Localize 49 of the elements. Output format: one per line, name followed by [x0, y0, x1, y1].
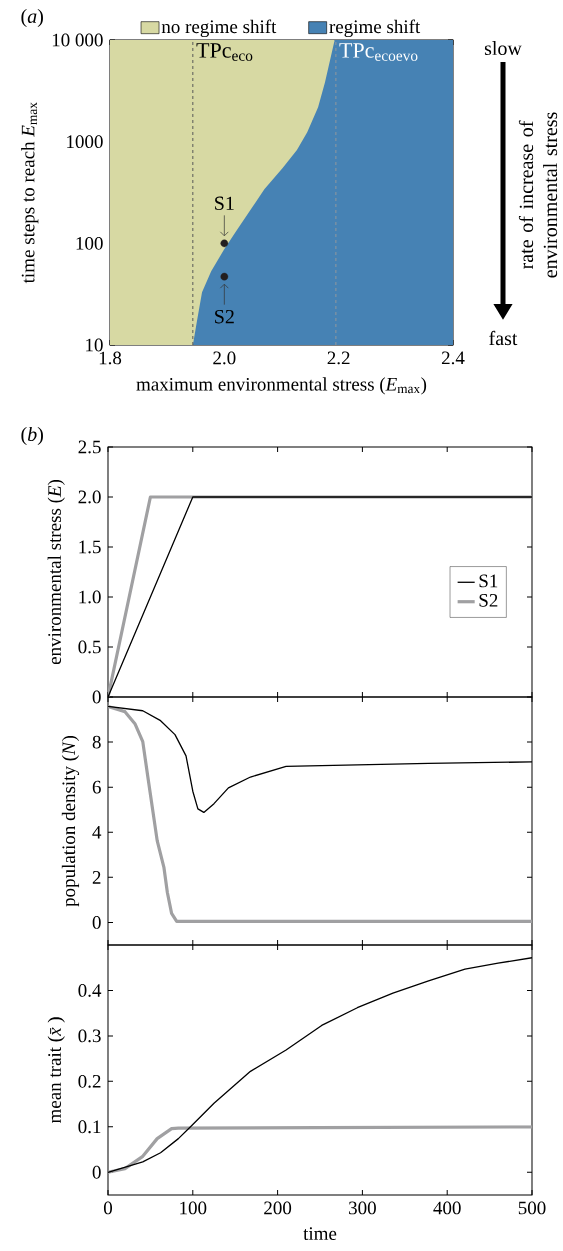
y-tick-label: 0	[92, 916, 101, 929]
x-tick-label: 500	[518, 1201, 546, 1215]
x-tick-label: 300	[348, 1201, 376, 1215]
x-tick-label: 200	[263, 1201, 291, 1215]
text: fast	[488, 330, 518, 346]
text: rate of increase of environmental stress	[518, 112, 557, 278]
y-tick-label: 1000	[66, 135, 103, 149]
y-tick-label: 0.1	[78, 1120, 101, 1134]
y-tick-label: 0.3	[78, 1029, 101, 1043]
y-axis-title: environmental stress (E)	[47, 479, 65, 665]
text: (b)	[21, 426, 43, 446]
y-tick-label: 0	[92, 1165, 101, 1179]
y-tick-label: 1.5	[79, 540, 101, 554]
y-tick-label: 100	[76, 236, 103, 250]
text: (a)	[21, 8, 43, 28]
ref-line-label: TPc$_{ecoevo}$	[339, 43, 418, 61]
x-axis-title: time	[303, 1227, 336, 1240]
y-tick-label: 0.4	[78, 984, 101, 997]
x-tick-label: 400	[433, 1201, 461, 1215]
legend-label: S2	[479, 594, 498, 607]
text: slow	[484, 40, 522, 56]
x-tick-label: 1.8	[99, 351, 121, 365]
y-tick-label: 10 000	[52, 33, 103, 47]
y-tick-label: 1.0	[79, 590, 101, 604]
x-tick-label: 2.4	[441, 351, 465, 365]
y-tick-label: 8	[92, 735, 101, 749]
series-label: regime shift	[329, 19, 420, 38]
ref-line-label: TPc$_{eco}$	[196, 43, 253, 61]
y-tick-label: 2	[92, 871, 101, 884]
y-tick-label: 4	[92, 826, 101, 839]
y-axis-title: population density (N)	[61, 735, 79, 907]
x-tick-label: 2.0	[213, 351, 236, 365]
y-tick-label: 0	[92, 690, 101, 704]
annotation: S1	[214, 196, 234, 211]
y-tick-label: 10	[85, 338, 103, 352]
x-tick-label: 100	[179, 1201, 207, 1215]
y-tick-label: 2.0	[78, 490, 101, 504]
y-axis-title: time steps to reach E$_{max}$	[20, 102, 39, 284]
legend-label: S1	[479, 574, 497, 588]
x-axis-title: maximum environmental stress (E$_{max}$)	[136, 377, 426, 395]
y-tick-label: 0.5	[78, 640, 101, 654]
x-tick-label: 2.2	[327, 351, 350, 365]
y-axis-title: mean trait (x̄)	[47, 1017, 65, 1124]
y-tick-label: 2.5	[78, 440, 101, 454]
y-tick-label: 6	[92, 780, 101, 794]
legend-label: no regime shift	[161, 19, 277, 38]
annotation: S2	[214, 309, 234, 324]
y-tick-label: 0.2	[78, 1074, 101, 1088]
x-tick-label: 0	[103, 1201, 112, 1215]
